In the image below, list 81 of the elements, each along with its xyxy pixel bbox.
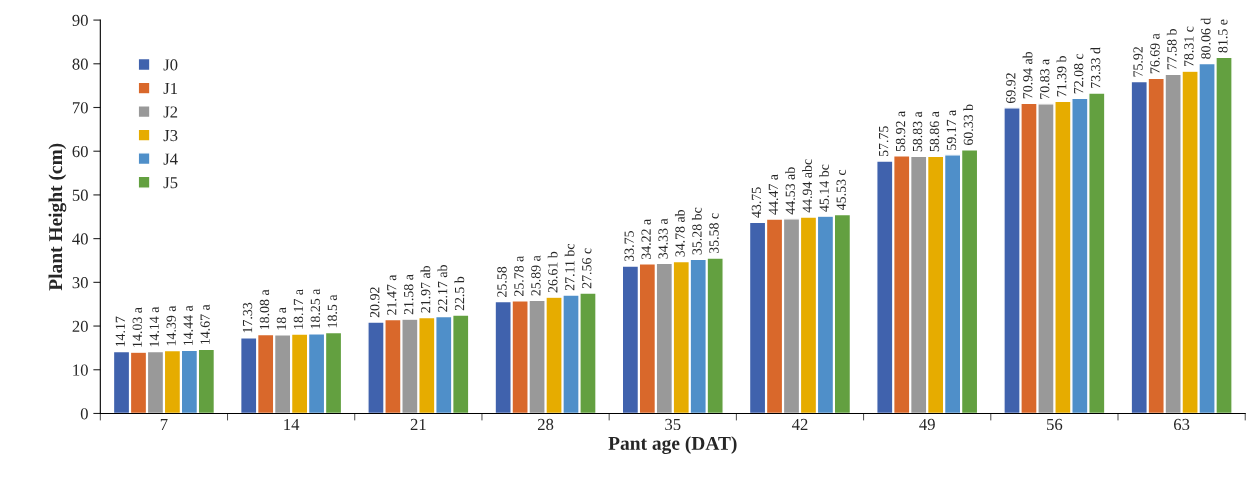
data-label: 35.58 c: [709, 213, 719, 254]
data-label: 18 a: [276, 307, 287, 330]
data-label: 45.14 bc: [819, 164, 829, 212]
data-label: 18.17 a: [293, 289, 304, 329]
x-tick-label: 35: [665, 418, 681, 431]
data-label: 34.78 ab: [674, 209, 685, 257]
data-label: 57.75: [879, 126, 889, 157]
x-tick-label: 14: [284, 418, 300, 430]
data-label: 14.44 a: [183, 305, 193, 345]
legend-label: J5: [163, 177, 178, 189]
y-tick-label: 10: [73, 364, 88, 376]
legend-label: J1: [163, 82, 178, 95]
data-label: 14.03 a: [132, 307, 143, 347]
y-tick-label: 40: [72, 233, 88, 245]
data-label: 58.83 a: [912, 111, 923, 152]
data-label: 45.53 c: [836, 169, 846, 211]
data-label: 60.33 b: [963, 104, 974, 145]
y-tick-label: 60: [72, 145, 88, 158]
data-label: 21.47 a: [387, 274, 397, 315]
x-tick-label: 42: [791, 418, 808, 430]
data-label: 34.33 a: [658, 218, 668, 259]
x-tick-label: 63: [1174, 418, 1190, 431]
data-label: 35.28 bc: [691, 207, 702, 255]
data-label: 70.94 ab: [1022, 51, 1033, 99]
data-label: 26.61 b: [547, 251, 558, 293]
data-label: 25.89 a: [531, 255, 541, 296]
data-label: 22.5 b: [454, 276, 465, 311]
data-label: 14.14 a: [149, 306, 159, 347]
data-label: 72.08 c: [1073, 53, 1084, 94]
x-tick-label: 21: [410, 418, 426, 430]
data-label: 43.75: [751, 187, 762, 218]
y-tick-label: 20: [72, 320, 88, 332]
data-label: 44.47 a: [768, 174, 779, 215]
y-tick-label: 90: [72, 14, 88, 27]
data-label: 20.92: [370, 287, 380, 318]
data-label: 25.78 a: [514, 255, 524, 297]
legend-label: J3: [163, 129, 178, 142]
data-label: 69.92: [1006, 73, 1016, 104]
data-label: 18.08 a: [259, 289, 270, 330]
y-tick-label: 50: [72, 189, 88, 201]
data-label: 73.33 d: [1090, 47, 1101, 88]
data-label: 58.86 a: [929, 111, 940, 152]
data-label: 17.33: [242, 302, 253, 333]
data-label: 27.11 bc: [564, 243, 575, 291]
x-tick-label: 49: [919, 418, 935, 431]
data-label: 80.06 d: [1200, 17, 1211, 59]
data-label: 22.17 ab: [437, 265, 448, 312]
data-label: 34.22 a: [641, 219, 651, 260]
x-tick-label: 28: [537, 418, 554, 431]
x-axis-title: Pant age (DAT): [608, 436, 737, 455]
data-label: 21.58 a: [403, 274, 414, 315]
data-label: 18.25 a: [310, 288, 321, 329]
legend-label: J0: [163, 59, 178, 71]
data-label: 78.31 c: [1184, 26, 1194, 67]
data-label: 25.58: [497, 266, 507, 297]
data-label: 21.97 ab: [420, 265, 431, 313]
y-axis-title: Plant Height (cm): [48, 143, 67, 291]
y-tick-label: 80: [72, 58, 88, 70]
y-tick-label: 0: [80, 408, 88, 420]
data-label: 59.17 a: [946, 109, 957, 150]
data-label: 14.17: [115, 316, 126, 347]
legend-label: J4: [163, 153, 178, 165]
data-label: 58.92 a: [895, 111, 906, 151]
data-label: 71.39 b: [1056, 56, 1067, 97]
data-label: 44.94 abc: [802, 159, 812, 213]
y-tick-label: 30: [72, 277, 88, 289]
data-label: 44.53 ab: [785, 167, 796, 215]
data-label: 33.75: [624, 231, 634, 262]
x-tick-label: 7: [160, 418, 168, 430]
data-label: 14.67 a: [200, 304, 210, 344]
data-label: 75.92: [1133, 46, 1143, 77]
data-label: 81.5 e: [1218, 19, 1228, 53]
data-label: 76.69 a: [1150, 33, 1160, 74]
x-tick-label: 56: [1047, 418, 1063, 431]
data-label: 77.58 b: [1166, 29, 1177, 70]
legend-label: J2: [163, 106, 178, 118]
data-label: 18.5 a: [327, 294, 338, 328]
data-label: 70.83 a: [1040, 59, 1050, 99]
data-label: 27.56 c: [582, 248, 592, 289]
data-label: 14.39 a: [166, 305, 176, 346]
y-tick-label: 70: [72, 102, 88, 114]
